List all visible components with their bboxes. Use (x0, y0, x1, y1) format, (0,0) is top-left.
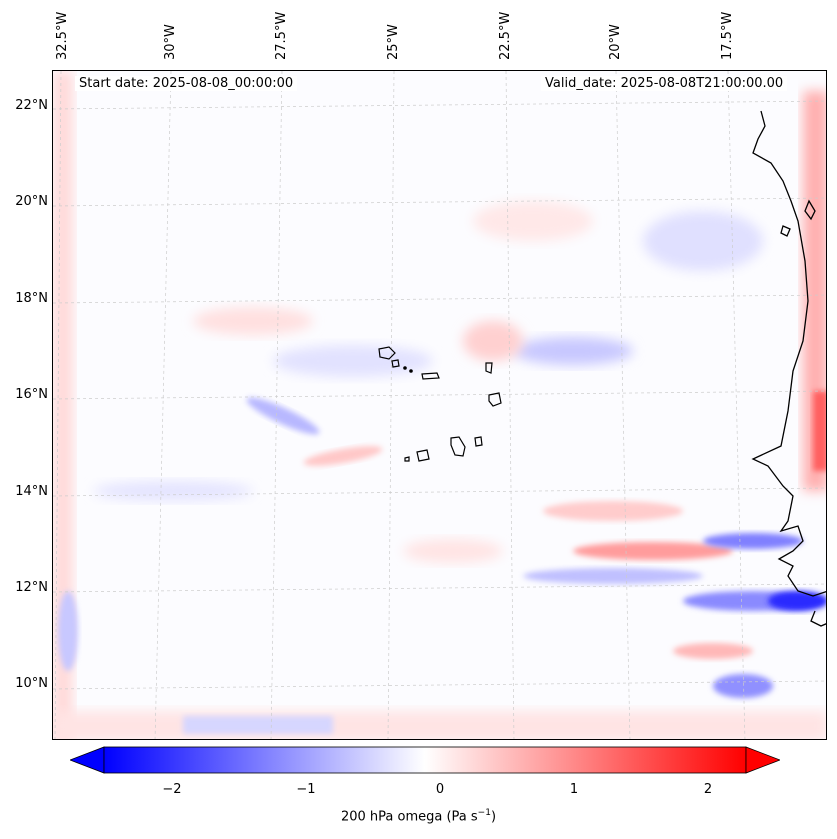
colorbar-extend-right (745, 746, 780, 774)
valid-date-label: Valid_date: 2025-08-08T21:00:00.00 (541, 76, 788, 91)
cape-verde-islands (378, 346, 502, 462)
lon-label-17-5w: 17.5°W (720, 11, 735, 60)
lon-label-27-5w: 27.5°W (274, 11, 289, 60)
lat-label-22n: 22°N (15, 98, 48, 113)
colorbar (70, 746, 780, 774)
lon-label-30w: 30°W (163, 24, 178, 60)
lat-label-10n: 10°N (15, 676, 48, 691)
colorbar-tick-2: 2 (703, 782, 713, 797)
colorbar-tick-0: 0 (435, 782, 445, 797)
lon-label-22-5w: 22.5°W (498, 11, 513, 60)
colorbar-tick-minus-1: −1 (296, 782, 316, 797)
lon-label-32-5w: 32.5°W (55, 11, 70, 60)
lat-label-16n: 16°N (15, 387, 48, 402)
map-panel (52, 70, 827, 740)
colorbar-tick-1: 1 (569, 782, 579, 797)
colorbar-extend-left (70, 746, 105, 774)
lon-label-20w: 20°W (608, 24, 623, 60)
lat-label-12n: 12°N (15, 580, 48, 595)
omega-field-map (53, 71, 826, 739)
graticule (53, 71, 826, 739)
lat-label-20n: 20°N (15, 194, 48, 209)
colorbar-gradient (103, 746, 747, 774)
start-date-label: Start date: 2025-08-08_00:00:00 (75, 76, 298, 91)
omega-field (53, 71, 826, 739)
colorbar-label: 200 hPa omega (Pa s−1) (340, 808, 497, 825)
lat-label-14n: 14°N (15, 484, 48, 499)
lat-label-18n: 18°N (15, 291, 48, 306)
lon-label-25w: 25°W (386, 24, 401, 60)
coastline (751, 110, 826, 627)
colorbar-tick-minus-2: −2 (162, 782, 182, 797)
